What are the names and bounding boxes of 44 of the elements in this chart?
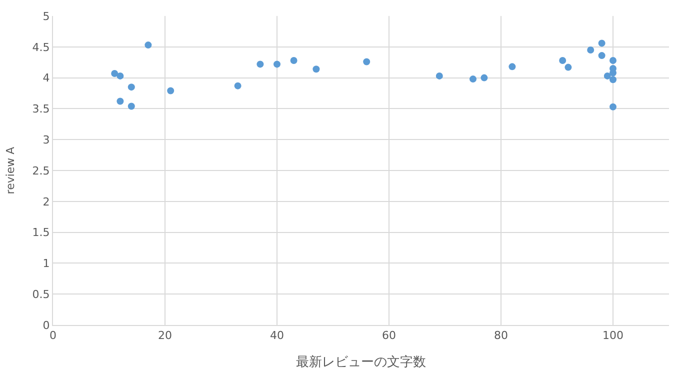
point [610,76,616,84]
x-axis-title: 最新レビューの文字数 [296,354,426,370]
point [598,40,606,47]
point [598,52,606,60]
point [312,66,320,73]
point [559,57,566,64]
y-axis-title: review A [4,146,17,194]
x-tick-label: 40 [270,329,284,342]
point [290,57,298,64]
point [116,72,124,80]
point [111,70,118,77]
point [610,57,616,64]
point [144,42,152,49]
y-tick-label: 0.5 [32,288,50,301]
y-tick-label: 4.5 [32,40,50,54]
y-tick-label: 0 [42,318,50,332]
y-tick-label: 1.5 [32,226,50,240]
point [436,72,443,80]
y-tick-label: 3 [42,133,50,146]
y-tick-label: 5 [42,10,50,23]
point [128,84,135,91]
x-tick-label: 20 [158,329,172,342]
point [610,103,616,110]
point [274,60,280,68]
point [564,64,572,71]
x-tick-label: 60 [382,329,396,342]
x-tick-label: 80 [494,329,508,342]
y-tick-label: 3.5 [32,102,50,116]
point [480,74,488,82]
point [604,72,611,80]
point [363,58,370,66]
x-tick-label: 100 [602,329,624,342]
point [167,87,174,94]
y-tick-label: 2.5 [32,164,50,178]
y-tick-label: 4 [42,72,50,85]
y-tick-label: 1 [42,257,50,270]
point [256,60,264,68]
point [128,102,135,110]
point [234,82,242,90]
point [587,46,594,54]
point [470,76,476,83]
point [116,98,124,105]
point [508,63,516,70]
y-tick-label: 2 [42,195,50,208]
